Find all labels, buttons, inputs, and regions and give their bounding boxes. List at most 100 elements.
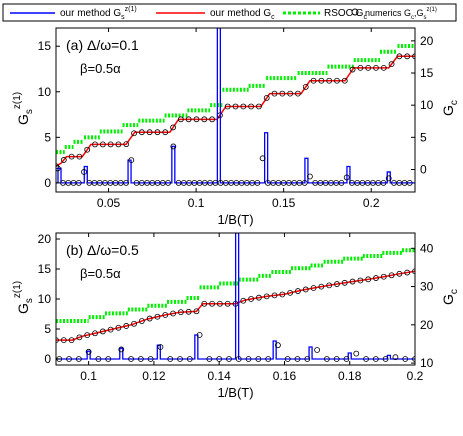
y-axis-label-right: Gc (440, 100, 460, 116)
gs-marker (338, 179, 345, 186)
gs-marker (66, 356, 72, 362)
gc-marker (170, 124, 176, 131)
gc-marker (263, 95, 270, 101)
gc-marker (99, 328, 106, 335)
gc-marker (131, 130, 137, 137)
legend-label-circles: numerics Gc,Gsz(1) (365, 7, 437, 21)
gs-marker (105, 356, 112, 362)
gc-marker (396, 53, 403, 60)
gc-marker (201, 116, 208, 123)
gs-marker (307, 173, 313, 180)
gs-marker (128, 157, 135, 164)
gc-marker (404, 269, 411, 276)
panel-label: (a) Δ/ω=0.1 (66, 37, 139, 53)
gs-marker (372, 356, 379, 362)
gc-marker (279, 291, 286, 298)
gs-marker (128, 356, 134, 362)
panel-b: 0.1 0.12 0.14 0.16 0.18 0.2 0 5 10 15 20 10 20 30 40 1/… (12, 232, 460, 400)
y-axis-label-left: Gsz(1) (12, 92, 35, 125)
x-tick-label: 0.14 (208, 369, 232, 383)
gc-marker (162, 129, 169, 136)
gc-marker (349, 278, 356, 285)
gs-marker (186, 356, 193, 362)
gc-marker (365, 276, 372, 283)
gs-marker (402, 356, 409, 362)
gs-marker (314, 347, 320, 353)
gc-marker (318, 283, 325, 290)
legend-swatch-circle (351, 8, 359, 16)
gc-marker (341, 279, 348, 286)
gs-marker (118, 346, 125, 353)
x-tick-label: 0.1 (188, 196, 205, 210)
gs-marker (254, 179, 261, 186)
panel-a: 0.05 0.1 0.15 0.2 0 5 10 15 0 5 10 15 20 1/B(T) Gsz(1)… (12, 27, 460, 227)
x-tick-label: 0.15 (272, 196, 296, 210)
gc-marker (263, 293, 270, 300)
gc-marker (84, 146, 91, 153)
gc-marker (170, 310, 176, 317)
gs-marker (259, 155, 266, 162)
gc-marker (287, 289, 294, 296)
gc-marker (357, 64, 364, 71)
y-tick-label-left: 0 (44, 352, 51, 366)
gs-marker (385, 175, 392, 182)
gs-marker (245, 356, 252, 362)
gc-marker (232, 103, 239, 110)
gs-marker (294, 356, 301, 362)
gc-marker (248, 296, 255, 302)
series-rsoc-gc (56, 248, 415, 323)
gs-marker (406, 179, 413, 186)
gc-marker (76, 334, 83, 341)
gc-marker (131, 320, 137, 327)
gc-marker (412, 268, 415, 275)
gc-marker (279, 90, 286, 97)
gc-marker (185, 116, 192, 123)
gc-marker (240, 103, 247, 110)
gs-marker (56, 165, 61, 172)
gc-marker (68, 337, 75, 344)
y-tick-label-left: 15 (38, 262, 52, 276)
y-axis-label-left: Gsz(1) (12, 281, 35, 314)
y-tick-label-left: 10 (38, 85, 52, 99)
x-tick-label: 0.12 (142, 369, 166, 383)
gs-marker (167, 356, 174, 362)
panel-label: (b) Δ/ω=0.5 (66, 242, 139, 258)
y-tick-label-left: 10 (38, 292, 52, 306)
x-tick-label: 0.1 (80, 369, 97, 383)
gs-marker (75, 179, 82, 186)
gc-marker (326, 77, 333, 84)
gc-marker (138, 318, 145, 324)
y-tick-label-right: 10 (420, 356, 434, 370)
series-our-gs (56, 233, 415, 360)
gs-marker (165, 179, 171, 186)
gs-marker (284, 356, 291, 362)
series-rsoc-gc (56, 44, 415, 155)
series-our-gs (56, 28, 415, 184)
gc-marker (92, 141, 98, 148)
gc-marker (185, 308, 192, 315)
gc-marker (84, 332, 91, 339)
gs-marker (157, 344, 164, 350)
gs-marker (343, 356, 350, 362)
gc-marker (177, 116, 184, 123)
legend-label-red: our method Gc (210, 8, 275, 21)
gc-marker (388, 61, 395, 67)
gs-marker (380, 179, 387, 186)
gs-marker (304, 356, 311, 362)
gc-marker (193, 116, 200, 123)
legend-label-green: RSOC Gc (324, 8, 367, 21)
gc-marker (256, 103, 262, 110)
gc-marker (146, 315, 153, 322)
gc-marker (123, 141, 130, 148)
x-tick-label: 0.2 (407, 369, 424, 383)
gc-marker (209, 300, 215, 307)
y-tick-label-right: 20 (420, 318, 434, 332)
gs-marker (323, 356, 330, 362)
gs-marker (81, 169, 87, 175)
gs-marker (85, 348, 92, 355)
y-tick-label-right: 0 (420, 162, 427, 176)
gs-marker (382, 356, 389, 362)
gc-marker (271, 90, 278, 97)
gc-marker (68, 153, 75, 160)
y-tick-label-left: 20 (38, 232, 52, 246)
